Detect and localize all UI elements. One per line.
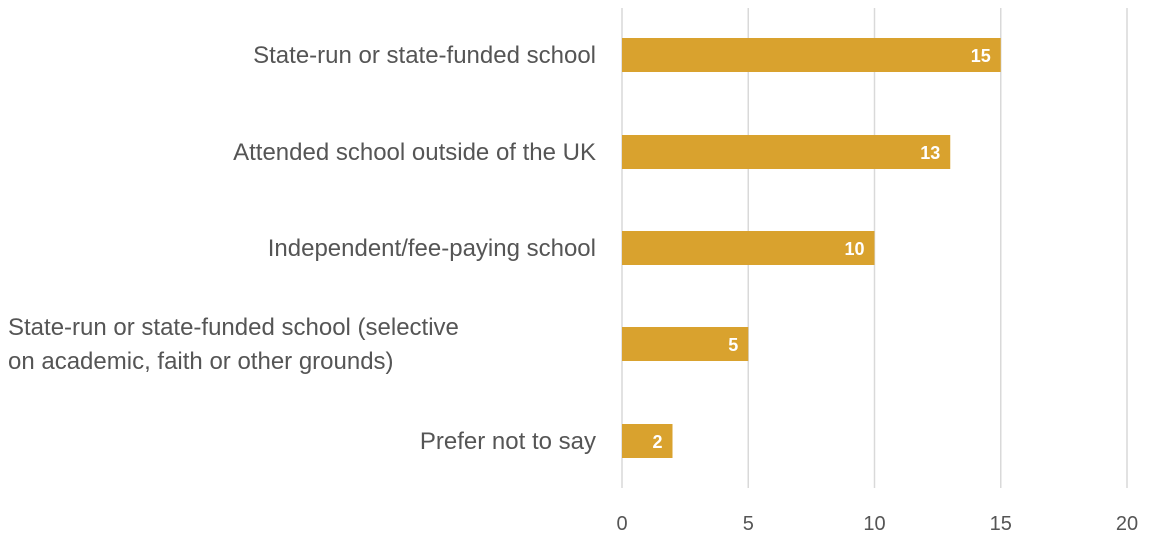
bar — [622, 135, 951, 169]
category-label: Attended school outside of the UK — [233, 139, 596, 166]
category-labels: State-run or state-funded school Attende… — [8, 42, 596, 455]
data-label: 5 — [728, 335, 738, 355]
data-label: 10 — [844, 239, 864, 259]
bars — [622, 38, 1001, 458]
bar — [622, 424, 673, 458]
category-label-line: on academic, faith or other grounds) — [8, 348, 394, 375]
data-label: 15 — [971, 46, 991, 66]
x-tick-label: 15 — [990, 513, 1012, 535]
category-label: State-run or state-funded school — [253, 42, 596, 69]
x-axis-tick-labels: 0 5 10 15 20 — [616, 513, 1138, 535]
data-label: 13 — [920, 143, 940, 163]
category-label: Independent/fee-paying school — [268, 235, 596, 262]
x-tick-label: 0 — [616, 513, 627, 535]
x-tick-label: 20 — [1116, 513, 1138, 535]
data-label: 2 — [652, 432, 662, 452]
data-labels: 15 13 10 5 2 — [652, 46, 990, 452]
category-label-line: State-run or state-funded school (select… — [8, 314, 459, 341]
category-label: State-run or state-funded school (select… — [8, 314, 459, 375]
bar — [622, 38, 1001, 72]
bar — [622, 231, 875, 265]
x-tick-label: 5 — [743, 513, 754, 535]
x-tick-label: 10 — [863, 513, 885, 535]
bar — [622, 327, 749, 361]
category-label: Prefer not to say — [420, 428, 596, 455]
